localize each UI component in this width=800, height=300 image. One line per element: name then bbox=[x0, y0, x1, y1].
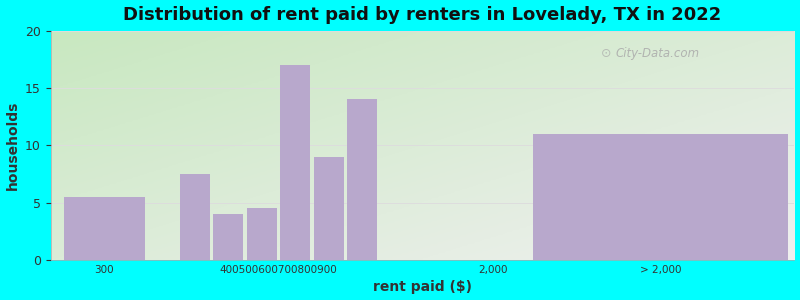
Bar bbox=[180, 174, 210, 260]
X-axis label: rent paid ($): rent paid ($) bbox=[373, 280, 472, 294]
Bar bbox=[280, 65, 310, 260]
Bar bbox=[533, 134, 788, 260]
Text: City-Data.com: City-Data.com bbox=[616, 47, 700, 60]
Bar bbox=[314, 157, 344, 260]
Y-axis label: households: households bbox=[6, 101, 19, 190]
Bar bbox=[347, 100, 378, 260]
Bar bbox=[64, 197, 145, 260]
Title: Distribution of rent paid by renters in Lovelady, TX in 2022: Distribution of rent paid by renters in … bbox=[123, 6, 722, 24]
Bar bbox=[213, 214, 243, 260]
Bar bbox=[246, 208, 277, 260]
Text: ⊙: ⊙ bbox=[601, 47, 611, 60]
